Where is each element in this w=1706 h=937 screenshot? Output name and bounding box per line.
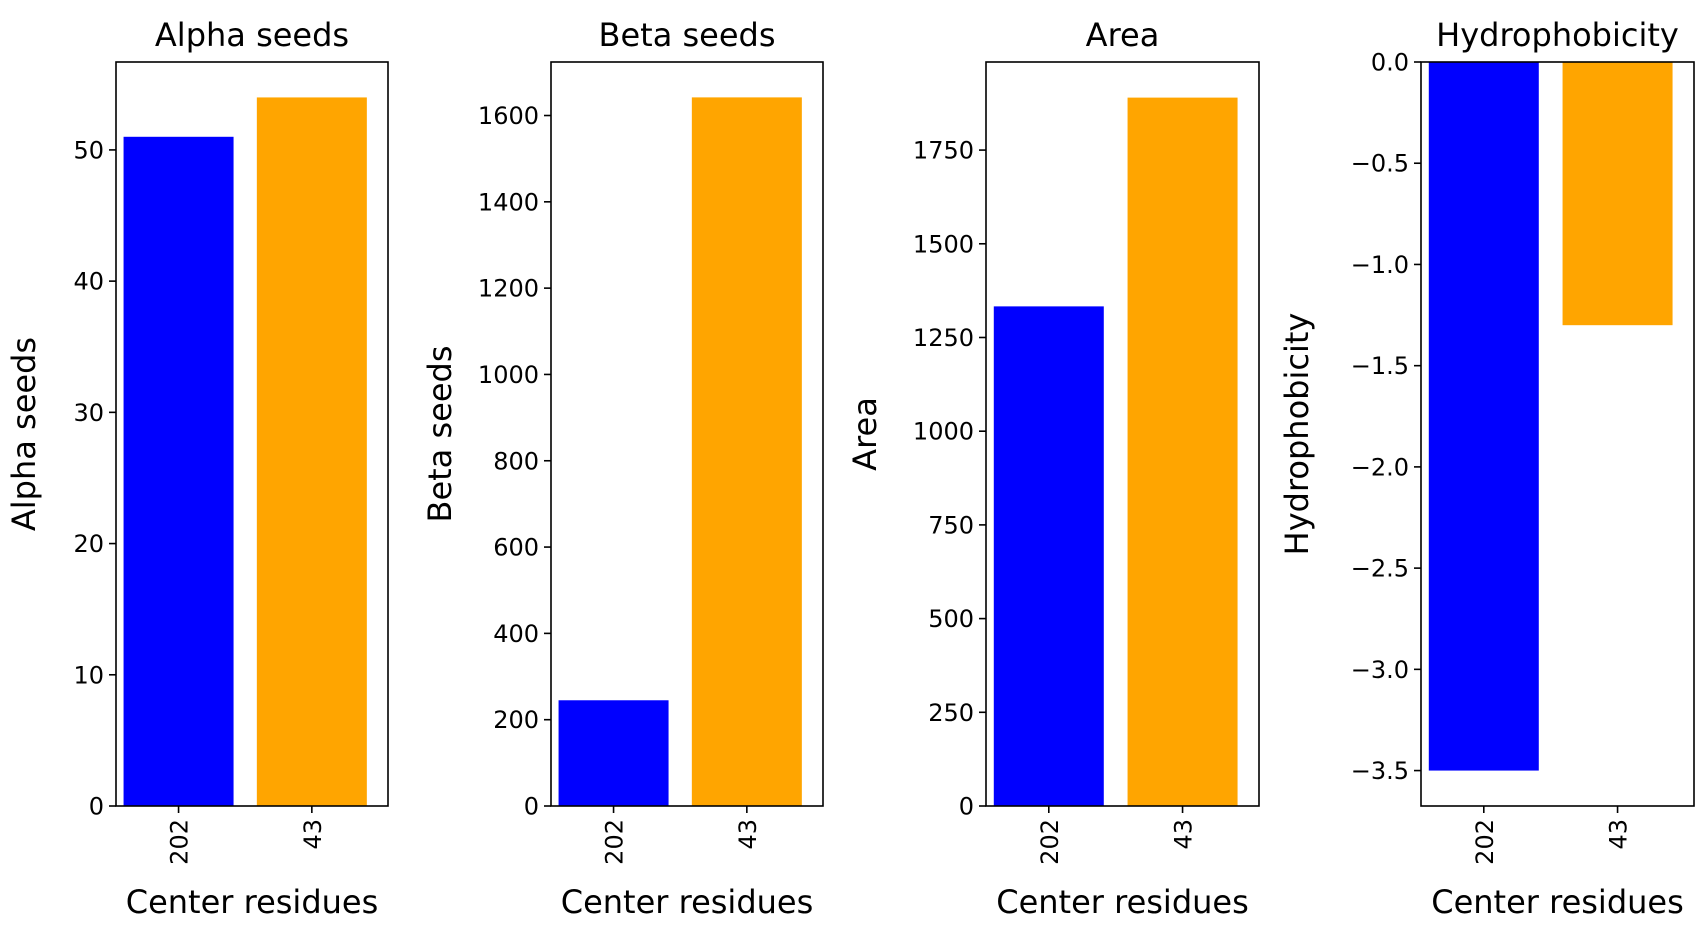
chart-title: Area bbox=[1086, 16, 1160, 54]
x-tick-label: 202 bbox=[166, 819, 194, 865]
y-tick-label: 1200 bbox=[478, 275, 539, 303]
x-axis-label: Center residues bbox=[561, 883, 814, 921]
y-tick-label: 600 bbox=[493, 534, 539, 562]
y-tick-label: 0 bbox=[524, 793, 539, 821]
y-tick-label: 1600 bbox=[478, 102, 539, 130]
x-tick-label: 202 bbox=[1036, 819, 1064, 865]
bar-43 bbox=[1127, 97, 1238, 806]
x-axis-label: Center residues bbox=[1431, 883, 1684, 921]
chart-title: Alpha seeds bbox=[155, 16, 349, 54]
y-tick-label: 200 bbox=[493, 706, 539, 734]
y-tick-label: 500 bbox=[928, 605, 974, 633]
y-tick-label: 50 bbox=[73, 136, 104, 164]
bar-202 bbox=[993, 306, 1104, 806]
y-tick-label: 1000 bbox=[478, 361, 539, 389]
bar-43 bbox=[1562, 62, 1673, 326]
x-tick-label: 202 bbox=[1471, 819, 1499, 865]
y-tick-label: 0 bbox=[959, 793, 974, 821]
y-tick-label: −2.0 bbox=[1351, 453, 1409, 481]
chart-panel-0: 0 10 20 30 40 50 202 43 Alpha seeds Center residu… bbox=[5, 16, 389, 921]
y-tick-label: 1500 bbox=[913, 230, 974, 258]
y-tick-label: 1250 bbox=[913, 324, 974, 352]
bar-202 bbox=[123, 136, 234, 807]
y-tick-label: 10 bbox=[73, 661, 104, 689]
y-tick-label: 800 bbox=[493, 447, 539, 475]
y-axis-label: Area bbox=[846, 397, 884, 471]
y-tick-label: −0.5 bbox=[1351, 150, 1409, 178]
y-tick-label: 400 bbox=[493, 620, 539, 648]
x-tick-label: 43 bbox=[1170, 819, 1198, 850]
chart-title: Hydrophobicity bbox=[1436, 16, 1679, 54]
x-tick-label: 43 bbox=[734, 819, 762, 850]
y-tick-label: −3.0 bbox=[1351, 656, 1409, 684]
y-axis-label: Alpha seeds bbox=[5, 337, 43, 531]
axes-frame bbox=[115, 61, 389, 807]
chart-title: Beta seeds bbox=[599, 16, 776, 54]
y-tick-label: 40 bbox=[73, 268, 104, 296]
y-tick-label: 1000 bbox=[913, 418, 974, 446]
chart-panel-1: 0 200 400 600 800 1000 1200 1400 1600 202 43 Beta s… bbox=[421, 16, 824, 921]
y-tick-label: 250 bbox=[928, 699, 974, 727]
chart-panel-3: 0.0 −0.5 −1.0 −1.5 −2.0 −2.5 −3.0 −3.5 202 43 Hydr… bbox=[1278, 16, 1695, 921]
axes-frame bbox=[1420, 61, 1695, 807]
bar-202 bbox=[558, 700, 669, 806]
x-tick-label: 202 bbox=[601, 819, 629, 865]
axes-frame bbox=[550, 61, 824, 807]
bar-43 bbox=[691, 97, 802, 807]
y-tick-label: 20 bbox=[73, 530, 104, 558]
y-tick-label: −1.5 bbox=[1351, 352, 1409, 380]
y-tick-label: 0 bbox=[89, 793, 104, 821]
x-axis-label: Center residues bbox=[126, 883, 379, 921]
bar-202 bbox=[1428, 62, 1539, 771]
y-tick-label: 750 bbox=[928, 511, 974, 539]
y-tick-label: 1750 bbox=[913, 137, 974, 165]
x-axis-label: Center residues bbox=[996, 883, 1249, 921]
y-tick-label: 0.0 bbox=[1371, 49, 1409, 77]
y-tick-label: 30 bbox=[73, 399, 104, 427]
bar-43 bbox=[256, 97, 367, 806]
y-tick-label: −2.5 bbox=[1351, 555, 1409, 583]
y-tick-label: −3.5 bbox=[1351, 757, 1409, 785]
y-tick-label: −1.0 bbox=[1351, 251, 1409, 279]
y-axis-label: Hydrophobicity bbox=[1278, 313, 1316, 556]
x-tick-label: 43 bbox=[1605, 819, 1633, 850]
axes-frame bbox=[985, 61, 1260, 807]
chart-panel-2: 0 250 500 750 1000 1250 1500 1750 202 43 Area Cente… bbox=[846, 16, 1260, 921]
y-axis-label: Beta seeds bbox=[421, 346, 459, 523]
y-tick-label: 1400 bbox=[478, 188, 539, 216]
x-tick-label: 43 bbox=[299, 819, 327, 850]
